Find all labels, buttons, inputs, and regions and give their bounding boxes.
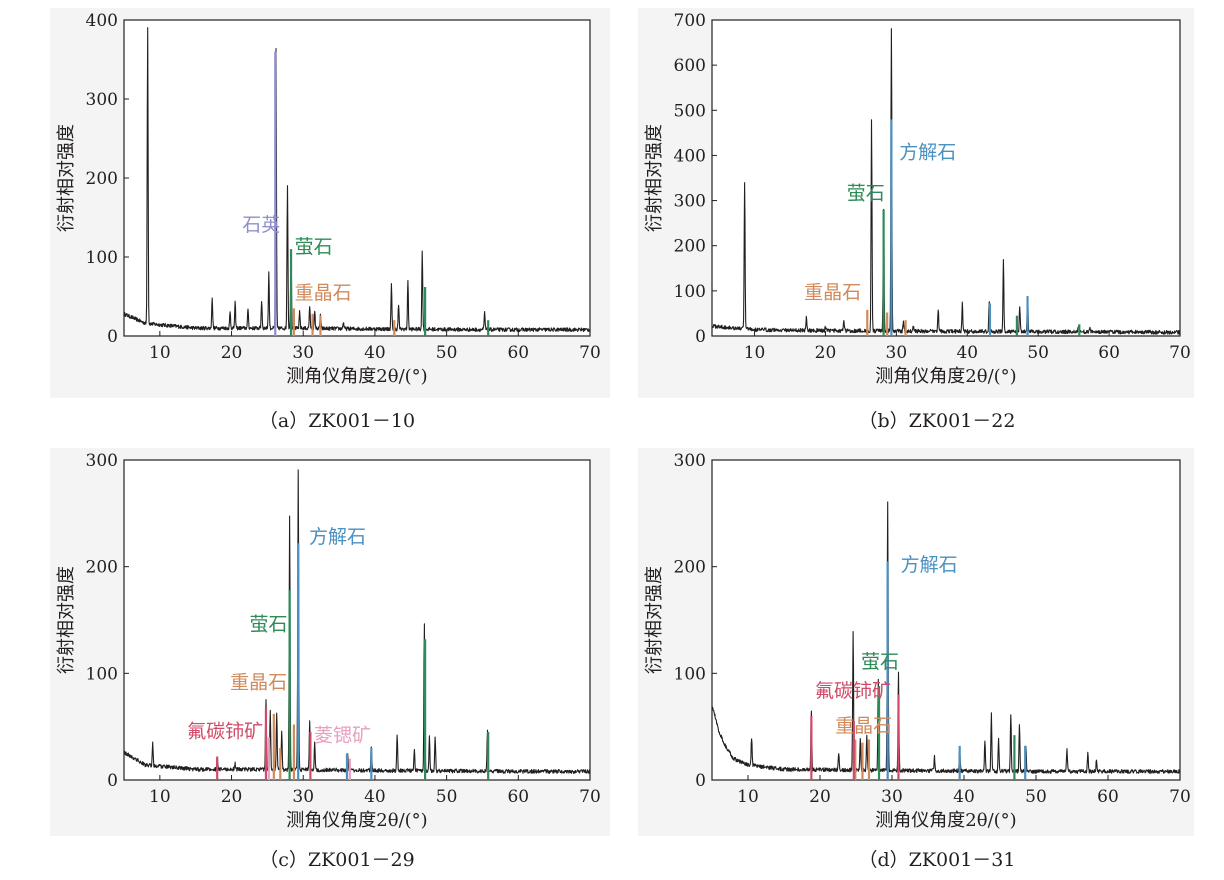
x-tick-label: 50	[436, 343, 458, 363]
y-tick-label: 0	[695, 327, 706, 347]
diffraction-trace	[711, 28, 1181, 335]
plot-area	[123, 19, 591, 337]
x-tick-label: 50	[436, 787, 458, 807]
x-tick-label: 50	[1025, 787, 1047, 807]
y-tick-label: 0	[695, 771, 706, 791]
y-tick-label: 100	[86, 664, 118, 684]
x-tick-label: 60	[507, 787, 529, 807]
chart-panel-c: 10 20 30 40 50 60 70 0 100 200 300 测角仪角度2θ/(°) 衍射相对强…	[50, 448, 610, 871]
plot-area	[711, 459, 1181, 781]
diffraction-trace	[711, 501, 1181, 774]
y-axis-title: 衍射相对强度	[56, 566, 77, 674]
y-tick-label: 400	[86, 11, 118, 31]
plot-area	[711, 19, 1181, 337]
quartz-label: 石英	[242, 214, 280, 236]
x-tick-label: 60	[1097, 787, 1119, 807]
y-tick-label: 700	[674, 11, 706, 31]
barite-label: 重晶石	[835, 715, 892, 737]
barite-label: 重晶石	[230, 671, 287, 693]
x-tick-label: 70	[579, 343, 601, 363]
y-tick-label: 600	[674, 56, 706, 76]
x-tick-label: 20	[221, 787, 243, 807]
y-tick-label: 300	[674, 192, 706, 212]
x-tick-label: 40	[953, 787, 975, 807]
x-tick-label: 70	[1169, 787, 1191, 807]
x-tick-label: 10	[737, 787, 759, 807]
barite-label: 重晶石	[804, 282, 861, 304]
x-tick-label: 20	[221, 343, 243, 363]
strontianite-label: 菱锶矿	[314, 725, 371, 747]
x-tick-label: 30	[292, 343, 314, 363]
x-axis-title: 测角仪角度2θ/(°)	[286, 810, 427, 831]
x-tick-label: 10	[149, 343, 171, 363]
y-axis-title: 衍射相对强度	[56, 124, 77, 232]
calcite-label: 方解石	[309, 526, 366, 548]
chart-panel-a: 10 20 30 40 50 60 70 0 100 200 300 400 测角仪角度2θ/(°) 衍射…	[50, 8, 610, 432]
plot-area	[123, 459, 591, 781]
y-tick-label: 500	[674, 101, 706, 121]
x-tick-label: 20	[815, 343, 837, 363]
fluorite-label: 萤石	[861, 651, 899, 673]
y-tick-label: 200	[86, 169, 118, 189]
x-tick-label: 60	[507, 343, 529, 363]
x-tick-label: 40	[364, 787, 386, 807]
x-tick-label: 30	[292, 787, 314, 807]
y-tick-label: 400	[674, 146, 706, 166]
x-axis-title: 测角仪角度2θ/(°)	[286, 366, 427, 387]
x-tick-label: 70	[1169, 343, 1191, 363]
y-tick-label: 200	[674, 237, 706, 257]
fluorite-label: 萤石	[847, 183, 885, 205]
diffraction-trace	[123, 469, 591, 774]
y-tick-label: 100	[86, 248, 118, 268]
x-tick-label: 50	[1027, 343, 1049, 363]
y-axis-title: 衍射相对强度	[644, 566, 665, 674]
panel-caption: （b）ZK001－22	[858, 410, 1015, 432]
x-tick-label: 10	[744, 343, 766, 363]
barite-label: 重晶石	[295, 282, 352, 304]
chart-panel-b: 10 20 30 40 50 60 700100200300400500600700测角仪角…	[638, 8, 1194, 432]
y-tick-label: 200	[674, 558, 706, 578]
y-tick-label: 300	[674, 451, 706, 471]
x-tick-label: 30	[886, 343, 908, 363]
y-tick-label: 300	[86, 451, 118, 471]
fluorite-label: 萤石	[249, 614, 287, 636]
y-tick-label: 100	[674, 664, 706, 684]
panel-caption: （a）ZK001－10	[259, 410, 415, 432]
bastnaesite-label: 氟碳铈矿	[815, 680, 891, 702]
y-tick-label: 0	[107, 327, 118, 347]
chart-panel-d: 10 20 30 40 50 60 70 0 100 200 300 测角仪角度2θ/(°) 衍射相对强…	[638, 448, 1194, 871]
y-tick-label: 0	[107, 771, 118, 791]
x-tick-label: 70	[579, 787, 601, 807]
x-tick-label: 60	[1098, 343, 1120, 363]
x-tick-label: 40	[956, 343, 978, 363]
calcite-label: 方解石	[899, 142, 956, 164]
panel-caption: （c）ZK001－29	[259, 849, 414, 871]
y-axis-title: 衍射相对强度	[644, 124, 665, 232]
x-tick-label: 40	[364, 343, 386, 363]
y-tick-label: 100	[674, 282, 706, 302]
x-axis-title: 测角仪角度2θ/(°)	[875, 810, 1016, 831]
fluorite-label: 萤石	[295, 236, 333, 258]
x-axis-title: 测角仪角度2θ/(°)	[875, 366, 1016, 387]
panel-caption: （d）ZK001－31	[858, 849, 1015, 871]
x-tick-label: 10	[149, 787, 171, 807]
diffraction-trace	[123, 27, 591, 333]
calcite-label: 方解石	[901, 554, 958, 576]
y-tick-label: 300	[86, 90, 118, 110]
x-tick-label: 30	[881, 787, 903, 807]
y-tick-label: 200	[86, 558, 118, 578]
bastnaesite-label: 氟碳铈矿	[187, 720, 263, 742]
x-tick-label: 20	[809, 787, 831, 807]
